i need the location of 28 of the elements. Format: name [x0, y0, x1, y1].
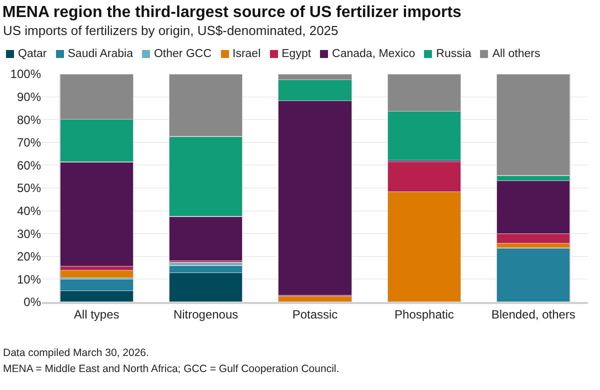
text: Data compiled March 30, 2026. [3, 347, 149, 359]
y-tick-label: 0% [24, 295, 42, 310]
y-tick-label: 90% [16, 90, 42, 104]
chart-title: MENA region the third-largest source of US fertilizer imports [2, 4, 462, 22]
legend-label: Israel [232, 48, 261, 60]
legend-label: All others [492, 48, 540, 60]
chart-subtitle: US imports of fertilizers by origin, US$-denominated, 2025 [3, 23, 338, 38]
legend-label: Qatar [18, 48, 47, 60]
legend-label: Russia [436, 48, 472, 60]
legend-label: Egypt [282, 48, 312, 60]
x-tick-label: Phosphatic [394, 307, 454, 322]
x-tick-label: All types [74, 307, 120, 322]
text: MENA = Middle East and North Africa; GCC = Gulf Cooperation Council. [3, 363, 340, 375]
legend-label: Other GCC [154, 48, 212, 60]
legend-label: Canada, Mexico [332, 48, 416, 60]
y-tick-label: 50% [16, 181, 42, 196]
y-tick-label: 10% [16, 272, 42, 286]
y-tick-label: 30% [16, 226, 42, 241]
y-tick-label: 40% [16, 204, 42, 218]
y-tick-label: 70% [16, 136, 42, 150]
y-tick-label: 80% [16, 112, 42, 127]
y-tick-label: 100% [10, 67, 42, 82]
x-tick-label: Potassic [292, 307, 338, 322]
x-tick-label: Nitrogenous [173, 307, 238, 322]
y-tick-label: 60% [16, 158, 42, 172]
legend-label: Saudi Arabia [68, 48, 133, 60]
x-tick-label: Blended, others [491, 307, 576, 322]
y-tick-label: 20% [16, 250, 42, 264]
